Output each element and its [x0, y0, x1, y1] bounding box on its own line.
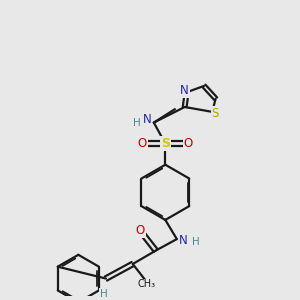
Text: H: H — [100, 289, 108, 299]
Text: H: H — [133, 118, 140, 128]
Text: N: N — [142, 113, 151, 126]
Text: CH₃: CH₃ — [138, 279, 156, 289]
Text: N: N — [180, 84, 189, 97]
Text: O: O — [184, 137, 193, 150]
Text: S: S — [161, 137, 170, 150]
Text: S: S — [212, 107, 219, 120]
Text: O: O — [138, 137, 147, 150]
Text: H: H — [192, 237, 200, 247]
Text: N: N — [179, 235, 188, 248]
Text: O: O — [136, 224, 145, 237]
